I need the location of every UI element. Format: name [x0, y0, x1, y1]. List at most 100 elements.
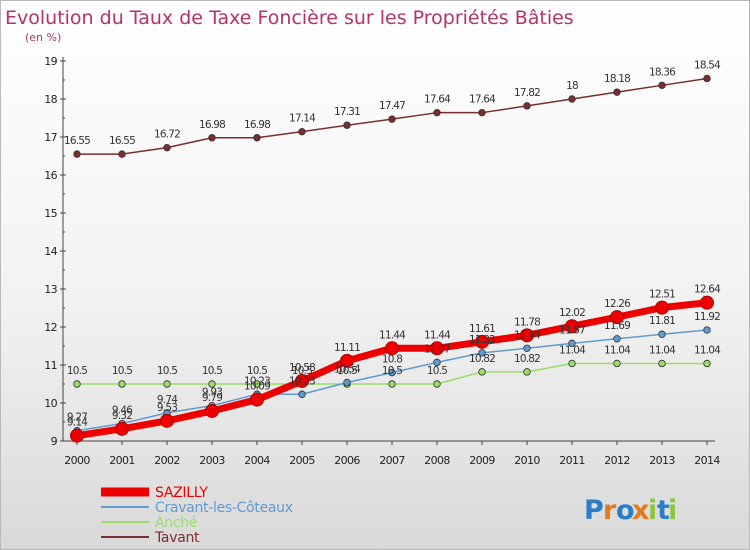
data-point: [388, 380, 396, 388]
data-label: 11.61: [469, 323, 495, 335]
data-point: [700, 295, 714, 310]
data-point: [565, 319, 579, 334]
data-label: 11.07: [424, 343, 450, 355]
data-point: [253, 134, 261, 142]
data-point: [118, 150, 126, 158]
y-tick-label: 9: [51, 435, 58, 448]
x-tick-label: 2014: [694, 454, 720, 467]
x-tick-label: 2004: [244, 454, 270, 467]
data-point: [703, 74, 711, 83]
logo-letter: r: [603, 495, 617, 526]
data-label: 10.5: [247, 365, 267, 377]
data-point: [250, 392, 264, 407]
data-point: [70, 428, 84, 443]
data-label: 17.31: [334, 106, 360, 118]
data-label: 10.54: [334, 363, 361, 375]
data-point: [655, 300, 669, 315]
data-point: [433, 380, 441, 388]
data-label: 16.55: [109, 135, 135, 147]
data-point: [478, 349, 486, 357]
data-point: [658, 81, 666, 90]
data-point: [205, 403, 219, 418]
data-label: 10.82: [469, 353, 495, 365]
data-label: 10.5: [202, 365, 222, 377]
data-label: 10.5: [67, 365, 87, 377]
legend-label: Anché: [155, 515, 197, 531]
chart-title: Evolution du Taux de Taxe Foncière sur l…: [5, 7, 574, 29]
data-point: [385, 341, 399, 356]
data-labels: 16.55 16.55 16.72 16.98 16.98 17.14 17.31 17.47…: [64, 59, 722, 428]
axes: 9 10 11 12 13 14 15 16 17 18 19 2000 2001 2002 2003 200…: [44, 55, 721, 467]
logo-letter: i: [668, 495, 677, 526]
data-label: 11.81: [649, 315, 675, 327]
data-point: [568, 339, 576, 348]
x-tick-label: 2009: [469, 454, 495, 467]
data-point: [340, 353, 354, 368]
data-label: 17.47: [379, 100, 405, 112]
x-tick-label: 2001: [109, 454, 135, 467]
x-tick-label: 2007: [379, 454, 405, 467]
data-point: [523, 368, 531, 376]
data-label: 11.44: [424, 329, 451, 341]
x-tick-label: 2002: [154, 454, 180, 467]
data-point: [475, 334, 489, 349]
y-tick-label: 17: [44, 131, 57, 144]
data-label: 12.02: [559, 307, 585, 319]
data-point: [163, 380, 171, 388]
data-label: 10.09: [244, 381, 270, 393]
data-label: 10.23: [244, 375, 270, 387]
data-label: 17.64: [469, 94, 496, 106]
x-tick-label: 2013: [649, 454, 675, 467]
data-label: 17.64: [424, 94, 451, 106]
data-label: 9.53: [157, 402, 177, 414]
data-point: [388, 368, 396, 377]
data-point: [613, 88, 621, 96]
data-label: 11.04: [694, 344, 721, 356]
data-point: [73, 380, 81, 388]
data-point: [658, 359, 666, 368]
y-tick-label: 15: [44, 207, 57, 220]
data-label: 10.23: [289, 375, 315, 387]
x-tick-label: 2012: [604, 454, 630, 467]
data-point: [613, 335, 621, 343]
data-point: [703, 326, 711, 334]
data-point: [118, 380, 126, 388]
logo-letter: P: [584, 495, 604, 526]
data-point: [523, 344, 531, 352]
data-label: 11.78: [514, 316, 540, 328]
data-label: 10.5: [112, 365, 132, 377]
x-tick-label: 2003: [199, 454, 225, 467]
data-point: [568, 359, 576, 368]
data-label: 18.36: [649, 66, 676, 78]
data-label: 11.04: [559, 344, 586, 356]
data-point: [298, 127, 306, 136]
data-point: [208, 134, 216, 142]
data-label: 11.11: [334, 342, 360, 354]
data-point: [343, 121, 351, 129]
data-label: 11.92: [694, 311, 720, 323]
data-label: 11.69: [604, 320, 630, 332]
x-tick-label: 2006: [334, 454, 360, 467]
data-label: 12.26: [604, 298, 631, 310]
y-tick-label: 18: [44, 93, 57, 106]
y-tick-label: 13: [44, 283, 57, 296]
data-label: 10.8: [382, 354, 402, 366]
logo-letter: x: [632, 495, 649, 526]
series-layer: [70, 74, 714, 443]
legend-label: SAZILLY: [155, 485, 208, 501]
data-label: 18.18: [604, 73, 630, 85]
chart-subtitle: (en %): [25, 31, 61, 44]
logo-letter: o: [616, 495, 635, 526]
data-label: 18: [566, 80, 578, 92]
data-point: [388, 115, 396, 123]
x-tick-label: 2010: [514, 454, 540, 467]
data-label: 10.5: [292, 365, 312, 377]
data-label: 11.57: [559, 324, 585, 336]
data-label: 10.5: [337, 365, 357, 377]
legend-label: Cravant-les-Côteaux: [155, 500, 293, 516]
x-tick-label: 2011: [559, 454, 585, 467]
data-point: [298, 390, 306, 398]
data-point: [433, 358, 441, 367]
